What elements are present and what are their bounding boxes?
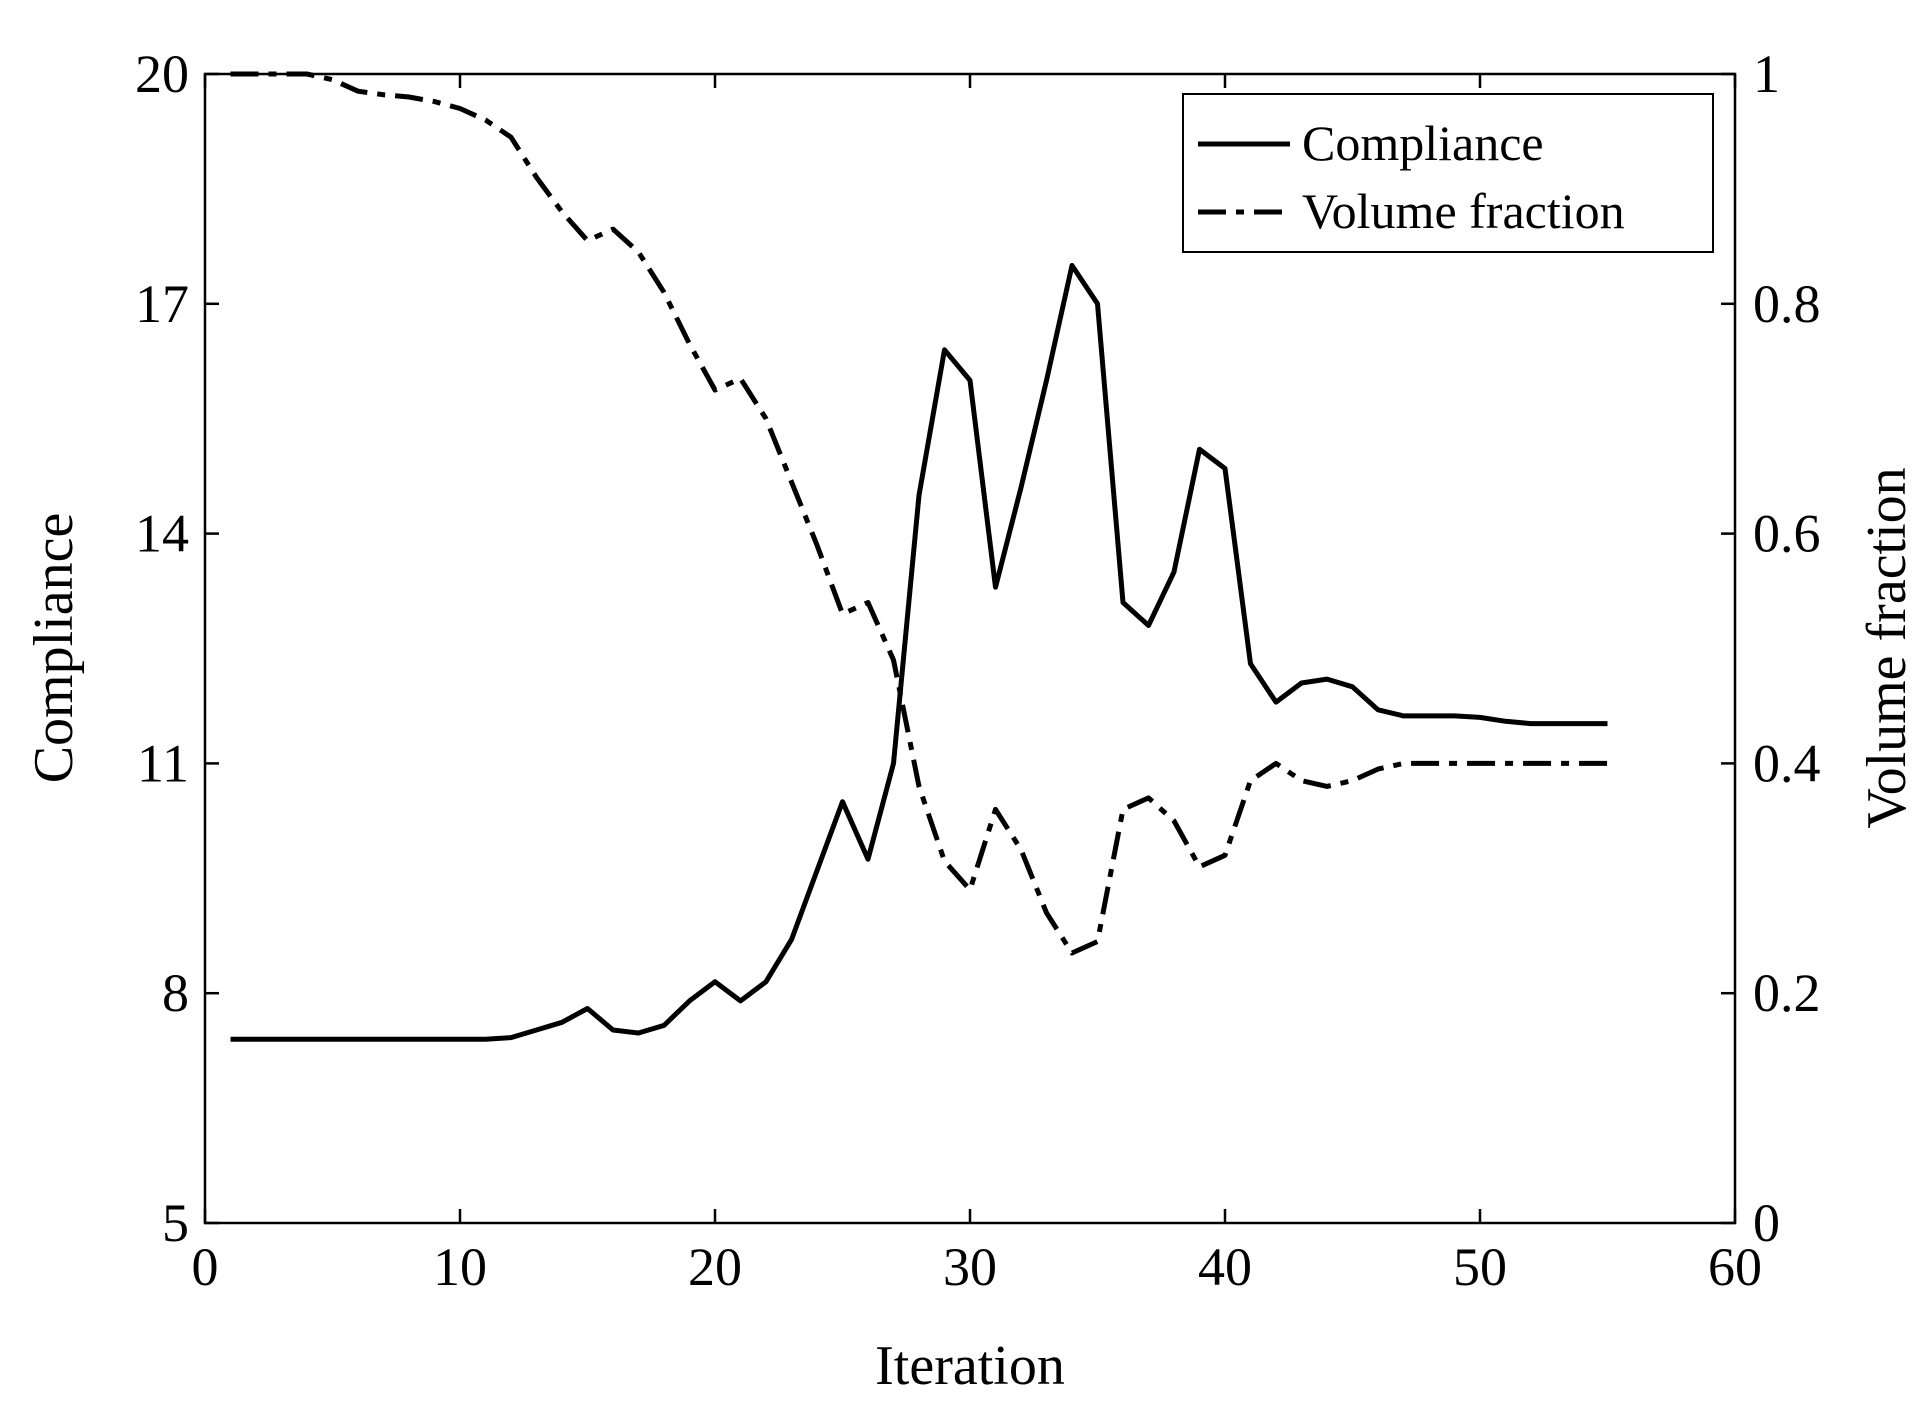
y-right-tick-label: 0.8 — [1753, 274, 1821, 334]
y-right-tick-label: 1 — [1753, 44, 1780, 104]
y-left-tick-label: 17 — [135, 274, 189, 334]
x-tick-label: 50 — [1453, 1237, 1507, 1297]
y-right-tick-label: 0.6 — [1753, 504, 1821, 564]
y-right-axis-ticks: 0 0.2 0.4 0.6 0.8 1 — [1721, 44, 1821, 1253]
x-tick-label: 10 — [433, 1237, 487, 1297]
y-left-axis-title: Compliance — [23, 513, 85, 784]
legend-label-compliance: Compliance — [1302, 115, 1544, 171]
legend: Compliance Volume fraction — [1182, 93, 1714, 253]
y-left-tick-label: 5 — [162, 1193, 189, 1253]
y-left-tick-label: 11 — [137, 733, 189, 793]
x-tick-label: 30 — [943, 1237, 997, 1297]
y-right-tick-label: 0.2 — [1753, 963, 1821, 1023]
compliance-line — [230, 263, 1608, 1042]
x-tick-label: 60 — [1708, 1237, 1762, 1297]
y-left-tick-label: 8 — [162, 963, 189, 1023]
y-right-axis-title: Volume fraction — [1856, 467, 1918, 828]
x-axis-title: Iteration — [875, 1335, 1065, 1397]
series-layer — [230, 71, 1608, 1042]
y-left-tick-label: 14 — [135, 504, 189, 564]
y-right-tick-label: 0.4 — [1753, 733, 1821, 793]
x-tick-label: 20 — [688, 1237, 742, 1297]
y-right-tick-label: 0 — [1753, 1193, 1780, 1253]
x-axis-ticks: 0 10 20 30 40 50 60 — [192, 74, 1762, 1297]
x-tick-label: 0 — [192, 1237, 219, 1297]
y-left-axis-ticks: 5 8 11 14 17 20 — [135, 44, 219, 1253]
legend-box — [1182, 93, 1714, 253]
y-left-tick-label: 20 — [135, 44, 189, 104]
volume-fraction-line — [230, 71, 1608, 956]
legend-label-volume-fraction: Volume fraction — [1302, 183, 1625, 239]
x-tick-label: 40 — [1198, 1237, 1252, 1297]
